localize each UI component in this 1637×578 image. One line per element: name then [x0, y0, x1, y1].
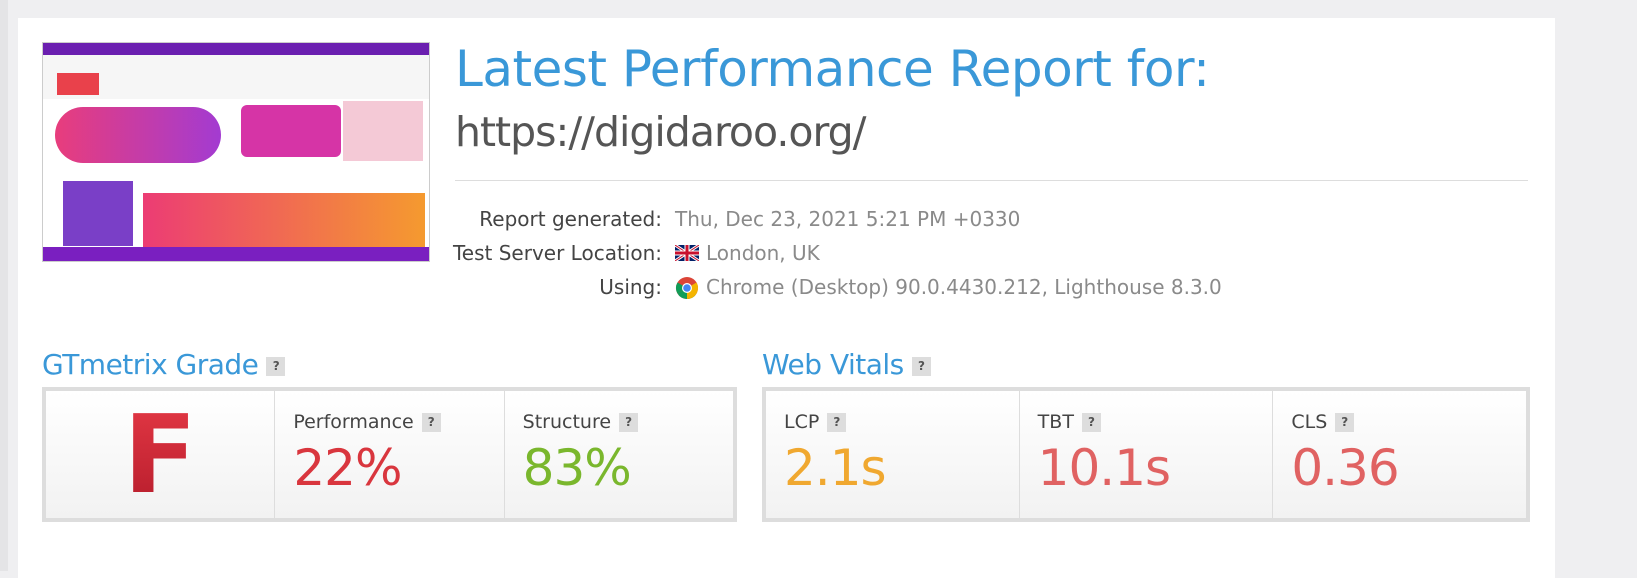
grade-cell: F — [46, 391, 275, 518]
help-icon[interactable]: ? — [1335, 413, 1355, 432]
metric-label: LCP — [784, 411, 820, 433]
side-strip — [0, 0, 8, 571]
metric-value: 2.1s — [784, 439, 887, 497]
divider — [455, 180, 1528, 181]
metric-cell: TBT? 10.1s — [1018, 391, 1273, 518]
chrome-icon — [676, 277, 698, 299]
thumb-image — [343, 101, 423, 161]
metric-label-row: CLS? — [1291, 411, 1355, 433]
help-icon[interactable]: ? — [827, 413, 847, 432]
thumb-button — [57, 73, 99, 95]
metric-label: CLS — [1291, 411, 1328, 433]
metric-label-row: TBT? — [1038, 411, 1101, 433]
metric-label-row: Structure? — [522, 411, 639, 433]
metric-label-row: Performance? — [293, 411, 441, 433]
info-value: Thu, Dec 23, 2021 5:21 PM +0330 — [675, 207, 1021, 231]
info-value: Chrome (Desktop) 90.0.4430.212, Lighthou… — [706, 275, 1222, 299]
metric-value: 83% — [522, 439, 632, 497]
section-title-text: Web Vitals — [762, 348, 904, 381]
metric-value: 22% — [293, 439, 402, 497]
metric-value: 0.36 — [1291, 439, 1399, 497]
metric-label: TBT — [1037, 411, 1074, 433]
metric-cell: Structure? 83% — [503, 391, 733, 518]
metric-cell: CLS? 0.36 — [1272, 391, 1527, 518]
help-icon[interactable]: ? — [1081, 413, 1101, 432]
grade-box: F Performance? 22% Structure? 83% — [42, 387, 737, 522]
thumb-banner — [143, 193, 425, 248]
info-label: Report generated: — [479, 207, 662, 231]
metric-value: 10.1s — [1037, 439, 1171, 497]
thumb-image — [63, 181, 133, 246]
metric-label-row: LCP? — [784, 411, 847, 433]
thumb-nav — [43, 55, 429, 99]
help-icon[interactable]: ? — [266, 356, 286, 376]
section-title: GTmetrix Grade? — [42, 348, 286, 381]
metric-cell: Performance? 22% — [274, 391, 504, 518]
info-label: Using: — [599, 275, 662, 299]
help-icon[interactable]: ? — [911, 356, 931, 376]
thumb-banner — [55, 107, 221, 163]
metric-label: Performance — [293, 411, 414, 433]
grade-letter: F — [46, 393, 274, 518]
section-title-text: GTmetrix Grade — [42, 348, 259, 381]
vitals-box: LCP? 2.1s TBT? 10.1s CLS? 0.36 — [762, 387, 1530, 522]
info-label: Test Server Location: — [452, 241, 662, 265]
report-url[interactable]: https://digidaroo.org/ — [455, 108, 866, 156]
metric-label: Structure — [522, 411, 612, 433]
metric-cell: LCP? 2.1s — [766, 391, 1019, 518]
section-title: Web Vitals? — [762, 348, 931, 381]
help-icon[interactable]: ? — [619, 413, 639, 432]
thumb-topbar — [43, 43, 429, 55]
thumb-banner — [241, 105, 341, 157]
page-thumbnail[interactable] — [42, 42, 430, 262]
uk-flag — [675, 245, 699, 261]
help-icon[interactable]: ? — [421, 413, 441, 432]
info-value: London, UK — [706, 241, 820, 265]
report-title: Latest Performance Report for: — [455, 40, 1210, 98]
thumb-footer — [43, 247, 429, 261]
